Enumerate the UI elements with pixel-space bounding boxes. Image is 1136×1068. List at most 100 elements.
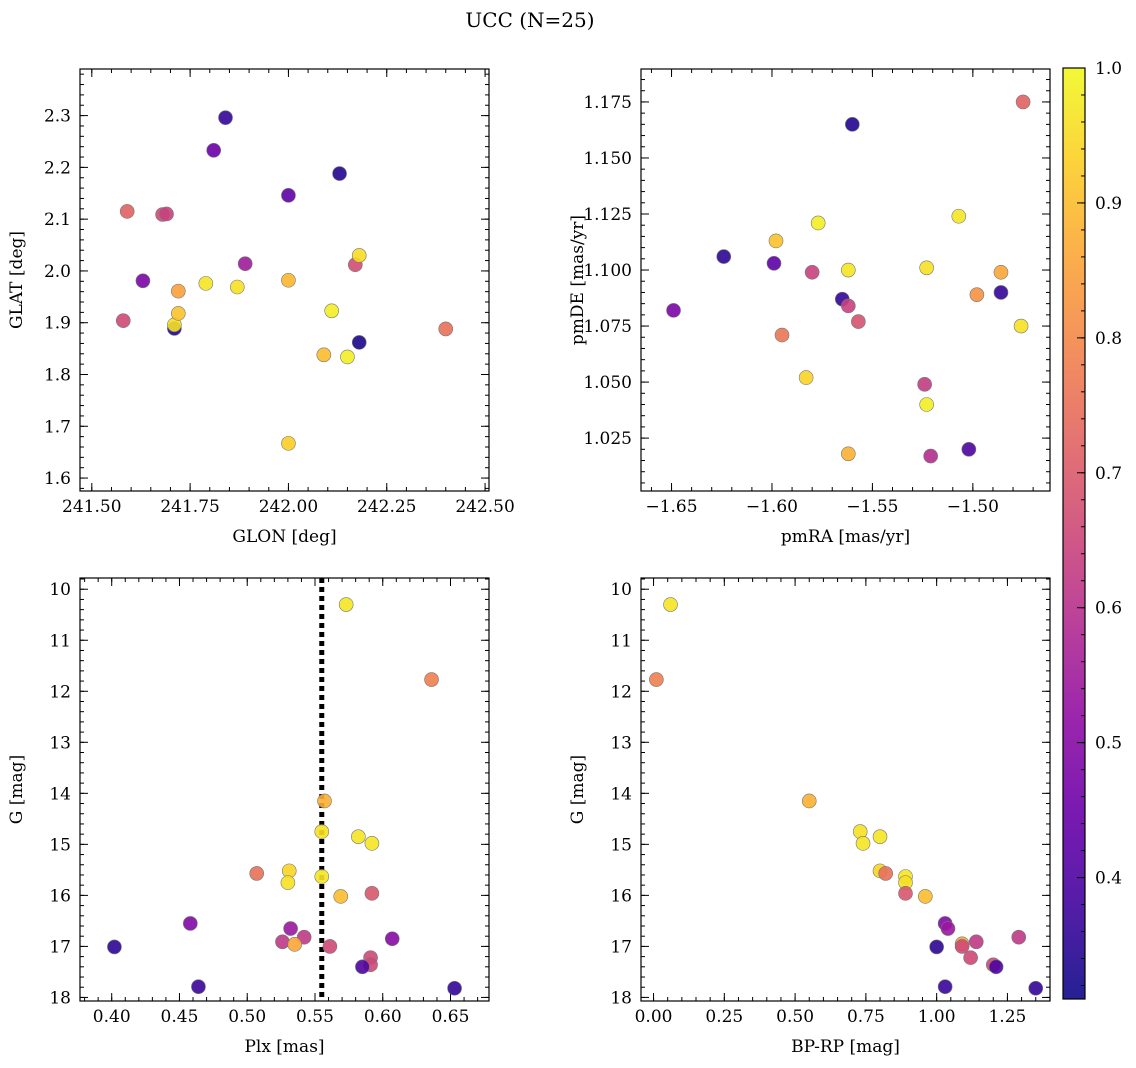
scatter-point: [351, 248, 367, 263]
scatter-point: [841, 262, 856, 278]
panel-pmra-pmde: −1.65 −1.60 −1.55 −1.50 1.025 1.050 1.075 1.100…: [568, 68, 1051, 547]
scatter-point: [954, 939, 970, 954]
y-tick-label: 17: [610, 937, 632, 957]
y-tick-label: 1.9: [44, 314, 71, 334]
y-tick-label: 12: [610, 682, 632, 702]
x-tick-label: 0.50: [228, 1007, 266, 1027]
scatter-point: [993, 285, 1009, 300]
scatter-point: [384, 931, 400, 947]
y-tick-label: 2.2: [44, 158, 71, 178]
scatter-point: [1028, 980, 1044, 996]
scatter-points: [649, 597, 1044, 996]
scatter-point: [845, 117, 860, 132]
scatter-point: [969, 287, 985, 302]
scatter-point: [993, 264, 1009, 280]
y-axis-label: G [mag]: [568, 755, 588, 824]
y-tick-label: 1.8: [44, 365, 71, 385]
y-tick-label: 12: [49, 682, 71, 702]
scatter-point: [801, 793, 817, 809]
scatter-point: [898, 886, 913, 901]
scatter-point: [768, 233, 784, 249]
y-tick-label: 18: [49, 988, 71, 1008]
x-tick-label: 0.50: [776, 1007, 814, 1027]
scatter-point: [988, 959, 1004, 975]
scatter-point: [281, 272, 296, 288]
scatter-point: [280, 875, 296, 890]
scatter-point: [919, 397, 934, 412]
scatter-points: [107, 597, 462, 996]
panels: 241.50 241.75 242.00 242.25 242.50 1.6 1.7 1.8 1…: [7, 68, 1051, 1057]
x-tick-label: 1.00: [918, 1007, 956, 1027]
y-tick-label: 16: [610, 886, 632, 906]
x-tick-label: 1.25: [988, 1007, 1026, 1027]
y-axis-label: GLAT [deg]: [7, 231, 27, 329]
x-tick-label: −1.65: [645, 497, 697, 517]
y-tick-label: 2.0: [44, 262, 71, 282]
x-tick-label: 241.50: [62, 497, 121, 517]
scatter-point: [716, 249, 732, 264]
y-tick-label: 1.075: [583, 317, 632, 337]
y-tick-label: 14: [610, 784, 632, 804]
scatter-point: [918, 889, 933, 904]
scatter-point: [281, 436, 296, 451]
x-axis-label: pmRA [mas/yr]: [781, 527, 910, 547]
scatter-point: [810, 215, 826, 231]
scatter-point: [666, 303, 681, 318]
y-tick-label: 1.175: [583, 93, 632, 113]
y-tick-label: 1.100: [583, 261, 632, 281]
scatter-point: [218, 110, 233, 125]
scatter-points: [666, 94, 1031, 464]
scatter-point: [940, 921, 956, 936]
x-axis-label: GLON [deg]: [232, 527, 336, 547]
y-tick-label: 18: [610, 988, 632, 1008]
y-tick-label: 11: [49, 631, 71, 651]
panel-plx-g: 0.40 0.45 0.50 0.55 0.60 0.65 10 11 12 13 14 15 16 17…: [7, 577, 490, 1057]
panel-glon-glat: 241.50 241.75 242.00 242.25 242.50 1.6 1.7 1.8 1…: [7, 68, 515, 547]
scatter-point: [230, 279, 245, 295]
scatter-point: [351, 335, 367, 350]
scatter-point: [107, 939, 122, 955]
x-tick-label: 0.40: [93, 1007, 131, 1027]
scatter-point: [314, 824, 330, 839]
scatter-point: [364, 886, 380, 901]
y-tick-label: 16: [49, 886, 71, 906]
scatter-point: [841, 298, 856, 314]
x-tick-label: 0.25: [705, 1007, 743, 1027]
scatter-point: [283, 921, 298, 936]
y-axis-label: pmDE [mas/yr]: [568, 215, 588, 345]
scatter-point: [968, 934, 984, 950]
scatter-point: [316, 347, 332, 363]
scatter-point: [923, 448, 938, 464]
ticks: [641, 578, 1051, 1001]
x-tick-label: −1.50: [947, 497, 999, 517]
scatter-point: [917, 377, 932, 392]
x-tick-label: −1.55: [846, 497, 898, 517]
scatter-points: [115, 110, 454, 451]
scatter-point: [340, 349, 355, 365]
x-tick-label: 0.65: [432, 1007, 470, 1027]
scatter-point: [332, 166, 347, 181]
x-tick-label: 0.45: [161, 1007, 199, 1027]
scatter-point: [364, 836, 380, 851]
scatter-point: [961, 442, 977, 457]
scatter-point: [774, 327, 790, 343]
x-tick-label: 0.60: [364, 1007, 402, 1027]
scatter-point: [237, 256, 253, 271]
scatter-point: [287, 937, 302, 952]
scatter-point: [159, 206, 174, 222]
y-tick-label: 1.6: [44, 469, 71, 489]
colorbar-tick-label: 0.5: [1095, 734, 1122, 754]
scatter-point: [324, 303, 339, 319]
axes-frame: [640, 68, 1051, 492]
x-tick-label: 0.75: [847, 1007, 885, 1027]
colorbar-tick-label: 0.6: [1095, 599, 1122, 619]
scatter-point: [841, 446, 856, 462]
scatter-point: [198, 276, 214, 291]
x-axis-label: Plx [mas]: [244, 1037, 324, 1057]
scatter-point: [438, 321, 454, 337]
scatter-point: [119, 204, 135, 219]
colorbar-tick-label: 0.9: [1095, 194, 1122, 214]
scatter-point: [1011, 929, 1027, 945]
panel-bprp-g: 0.00 0.25 0.50 0.75 1.00 1.25 10 11 12 13 14 15 16 17…: [568, 577, 1051, 1057]
